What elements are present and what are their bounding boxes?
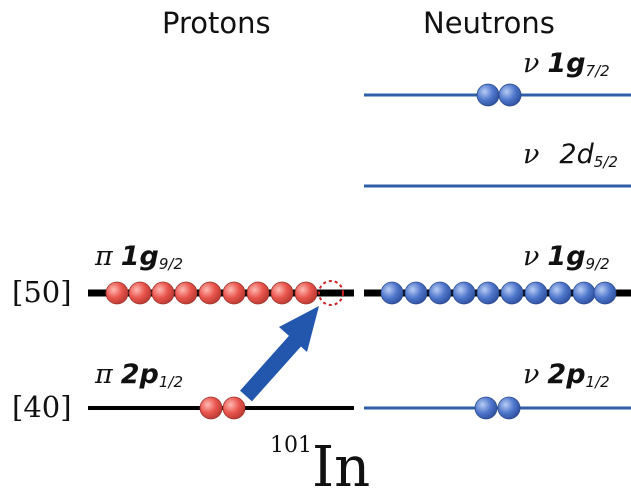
- proton-hole: [318, 280, 344, 306]
- neutron-particles-1g7-2: [476, 83, 522, 107]
- magic-number-40: [40]: [12, 390, 72, 424]
- proton: [151, 281, 175, 305]
- label-proton-2p1-2: π 2p1/2: [95, 359, 184, 391]
- neutron: [572, 281, 596, 305]
- neutron: [452, 281, 476, 305]
- proton: [222, 281, 246, 305]
- proton: [222, 396, 246, 420]
- neutron-particles-2p1-2: [474, 396, 521, 420]
- greek-pi: π: [95, 241, 113, 272]
- neutrons-header: Neutrons: [423, 6, 555, 40]
- greek-nu: ν: [523, 359, 540, 390]
- proton-particles-2p1-2: [199, 396, 246, 420]
- neutron: [474, 396, 498, 420]
- proton: [246, 281, 270, 305]
- greek-nu: ν: [523, 241, 540, 272]
- proton: [105, 281, 129, 305]
- neutron: [548, 281, 572, 305]
- greek-nu: ν: [523, 139, 540, 170]
- label-proton-1g9-2: π 1g9/2: [95, 241, 184, 273]
- neutron: [498, 83, 522, 107]
- mass-number: 101: [270, 433, 312, 458]
- label-neutron-1g7-2: ν 1g7/2: [523, 48, 610, 80]
- neutron: [524, 281, 548, 305]
- label-neutron-1g9-2: ν 1g9/2: [523, 241, 610, 273]
- greek-nu: ν: [523, 48, 540, 79]
- neutron: [500, 281, 524, 305]
- proton-particles-1g9-2: [105, 280, 344, 306]
- proton: [270, 281, 294, 305]
- neutron: [497, 396, 521, 420]
- greek-pi: π: [95, 359, 113, 390]
- nucleus-label: 101In: [270, 435, 370, 496]
- protons-header: Protons: [162, 6, 271, 40]
- neutron: [380, 281, 404, 305]
- neutron: [404, 281, 428, 305]
- proton: [199, 396, 223, 420]
- label-neutron-2d5-2: ν 2d5/2: [523, 139, 618, 171]
- proton: [294, 281, 318, 305]
- neutron-particles-1g9-2: [380, 281, 617, 305]
- neutron: [476, 83, 500, 107]
- proton: [174, 281, 198, 305]
- magic-number-50: [50]: [12, 275, 72, 309]
- neutron: [428, 281, 452, 305]
- proton: [128, 281, 152, 305]
- excitation-arrow: [240, 306, 319, 402]
- proton: [198, 281, 222, 305]
- label-neutron-2p1-2: ν 2p1/2: [523, 359, 610, 391]
- neutron: [593, 281, 617, 305]
- element-symbol: In: [312, 435, 371, 500]
- neutron: [476, 281, 500, 305]
